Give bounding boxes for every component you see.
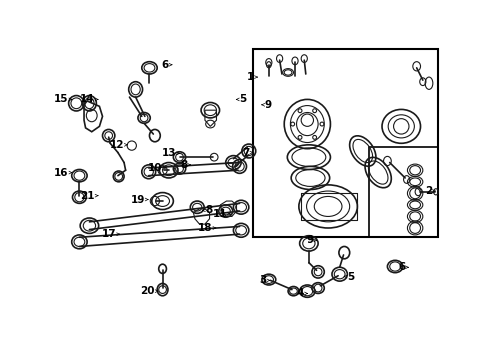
Text: 9: 9 [265,100,272,110]
Text: 20: 20 [140,286,155,296]
Text: 9: 9 [306,235,314,245]
Text: 10: 10 [148,163,163,173]
Text: 13: 13 [162,148,176,158]
Text: 21: 21 [80,191,95,201]
Text: 3: 3 [259,275,267,285]
Text: 11: 11 [213,209,227,219]
Text: 7: 7 [242,148,249,158]
Text: 8: 8 [180,160,187,170]
Text: 5: 5 [347,271,355,282]
Text: 17: 17 [102,229,117,239]
Text: 18: 18 [198,223,213,233]
Bar [369,147,438,237]
Text: 4: 4 [297,288,304,298]
Bar [253,49,438,237]
Text: 6: 6 [162,60,169,70]
Text: 15: 15 [54,94,69,104]
Text: 14: 14 [80,94,95,104]
Text: 19: 19 [130,194,145,204]
Text: 12: 12 [110,140,124,150]
Text: 8: 8 [206,205,213,215]
Text: 16: 16 [54,167,69,177]
Text: 2: 2 [425,186,432,196]
Text: 5: 5 [240,94,247,104]
Text: 6: 6 [398,262,405,272]
Text: 1: 1 [247,72,254,82]
